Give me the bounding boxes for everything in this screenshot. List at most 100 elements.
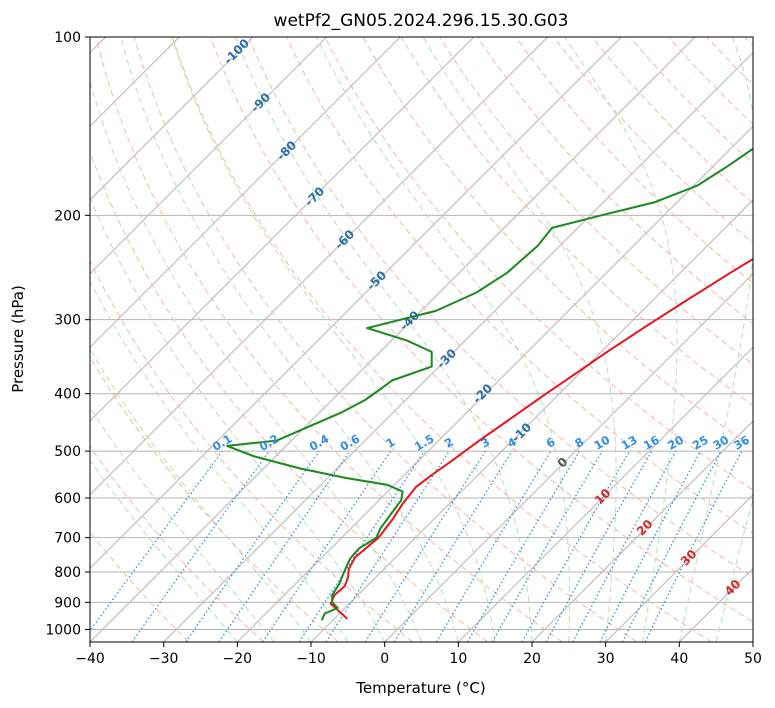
mixing-ratio-line <box>393 450 513 642</box>
moist-adiabat-label: 0 <box>555 455 571 471</box>
y-tick-label: 500 <box>54 444 81 460</box>
isotherm-line <box>90 37 401 349</box>
moist-adiabat-line <box>316 37 571 642</box>
isotherm-line <box>236 125 753 642</box>
mixing-ratio-label: 0.1 <box>210 432 235 454</box>
moist-adiabat-line <box>90 459 238 642</box>
moist-adiabat-line <box>715 497 753 642</box>
dry-adiabat-label: -50 <box>364 268 389 293</box>
mixing-ratio-line <box>218 450 351 642</box>
moist-adiabat-line <box>678 37 753 642</box>
dry-adiabat-line <box>744 37 753 47</box>
mixing-ratio-label: 1.5 <box>412 432 437 454</box>
mixing-ratio-label: 16 <box>641 433 662 453</box>
x-tick-label: 20 <box>523 651 541 667</box>
x-axis: −40 −30 −20 −10 0 10 20 30 40 50 <box>75 642 762 667</box>
moist-adiabat-label: 30 <box>678 547 700 569</box>
dry-adiabat-line <box>515 37 753 284</box>
moist-adiabat-label: 10 <box>592 486 614 508</box>
mixing-ratio-line <box>435 450 552 642</box>
mixing-ratio-label: 1 <box>383 435 397 451</box>
moist-adiabat-line <box>120 37 459 642</box>
y-tick-label: 600 <box>54 491 81 507</box>
isotherm-line <box>90 37 696 642</box>
dry-adiabat-line <box>553 37 753 244</box>
y-tick-label: 800 <box>54 565 81 581</box>
mixing-ratio-label: 0.4 <box>307 432 332 454</box>
dry-adiabat-line <box>90 150 488 642</box>
x-tick-label: 30 <box>597 651 615 667</box>
moist-adiabat-label: 40 <box>722 577 744 599</box>
y-tick-label: 200 <box>54 208 81 224</box>
x-tick-label: −30 <box>149 651 179 667</box>
dry-adiabat-line <box>90 445 264 642</box>
dry-adiabat-line <box>706 37 753 86</box>
isotherm-line <box>90 37 328 275</box>
mixing-ratio-line <box>572 450 677 642</box>
dry-adiabat-line <box>90 531 190 642</box>
mixing-ratio-line <box>599 450 702 642</box>
mixing-ratio-label: 2 <box>442 435 456 451</box>
mixing-ratio-line <box>644 450 743 642</box>
mixing-ratio-line <box>545 450 653 642</box>
y-axis: 100 200 300 400 500 600 700 800 900 1000 <box>45 30 90 638</box>
mixing-ratio-label: 10 <box>591 433 612 453</box>
moist-adiabat-line <box>90 195 386 642</box>
mixing-ratio-line <box>325 450 450 642</box>
temperature-profile-line <box>329 257 753 620</box>
mixing-ratio-label: 3 <box>478 435 492 451</box>
y-tick-label: 300 <box>54 313 81 329</box>
x-tick-label: −10 <box>296 651 326 667</box>
dry-adiabat-label: -100 <box>221 36 252 67</box>
isotherm-line <box>384 272 753 642</box>
y-tick-label: 100 <box>54 30 81 46</box>
dry-adiabat-line <box>210 37 753 623</box>
dry-adiabat-line <box>133 37 638 642</box>
moist-adiabat-line <box>564 37 678 642</box>
isotherm-line <box>90 37 475 422</box>
y-tick-label: 1000 <box>45 622 81 638</box>
moist-adiabat-line <box>90 79 422 642</box>
isotherm-line <box>90 37 254 201</box>
dry-adiabat-line <box>591 37 753 204</box>
dry-adiabat-line <box>324 37 753 491</box>
mixing-ratio-line <box>521 450 631 642</box>
x-tick-label: −20 <box>223 651 253 667</box>
dry-adiabat-line <box>171 37 712 642</box>
moist-adiabat-line <box>422 37 617 642</box>
isotherm-line <box>457 346 753 642</box>
moist-adiabat-line <box>234 37 533 642</box>
y-axis-label: Pressure (hPa) <box>9 285 27 393</box>
dry-adiabat-line <box>286 37 753 534</box>
mixing-ratio-line <box>298 450 425 642</box>
chart-title: wetPf2_GN05.2024.296.15.30.G03 <box>274 11 569 31</box>
mixing-ratio-label: 13 <box>619 433 640 453</box>
isotherm-line <box>605 493 753 642</box>
dry-adiabat-label: -20 <box>470 381 495 406</box>
moist-adiabat-line <box>171 37 496 642</box>
mixing-ratio-line <box>185 450 320 642</box>
dry-adiabat-line <box>90 356 339 642</box>
isotherm-line <box>310 199 753 642</box>
moist-adiabat-label: 20 <box>634 517 656 539</box>
mixing-ratio-line <box>466 450 580 642</box>
mixing-ratio-label: 20 <box>665 433 686 453</box>
mixing-ratio-label: 25 <box>690 433 711 453</box>
mixing-ratio-label: 36 <box>731 433 752 453</box>
mixing-ratio-line <box>90 450 223 632</box>
isotherm-line <box>163 51 753 642</box>
isotherm-line <box>90 37 549 496</box>
dry-adiabat-line <box>248 37 753 578</box>
x-tick-label: −40 <box>75 651 105 667</box>
dry-adiabat-line <box>95 37 563 642</box>
mixing-ratio-line <box>131 450 270 642</box>
y-tick-label: 700 <box>54 531 81 547</box>
dewpoint-profile-line <box>226 147 753 621</box>
x-tick-label: 10 <box>449 651 467 667</box>
y-tick-label: 400 <box>54 387 81 403</box>
isotherm-line <box>752 641 753 642</box>
y-tick-label: 900 <box>54 595 81 611</box>
moist-adiabat-line <box>90 406 275 642</box>
mixing-ratio-line <box>262 450 392 642</box>
